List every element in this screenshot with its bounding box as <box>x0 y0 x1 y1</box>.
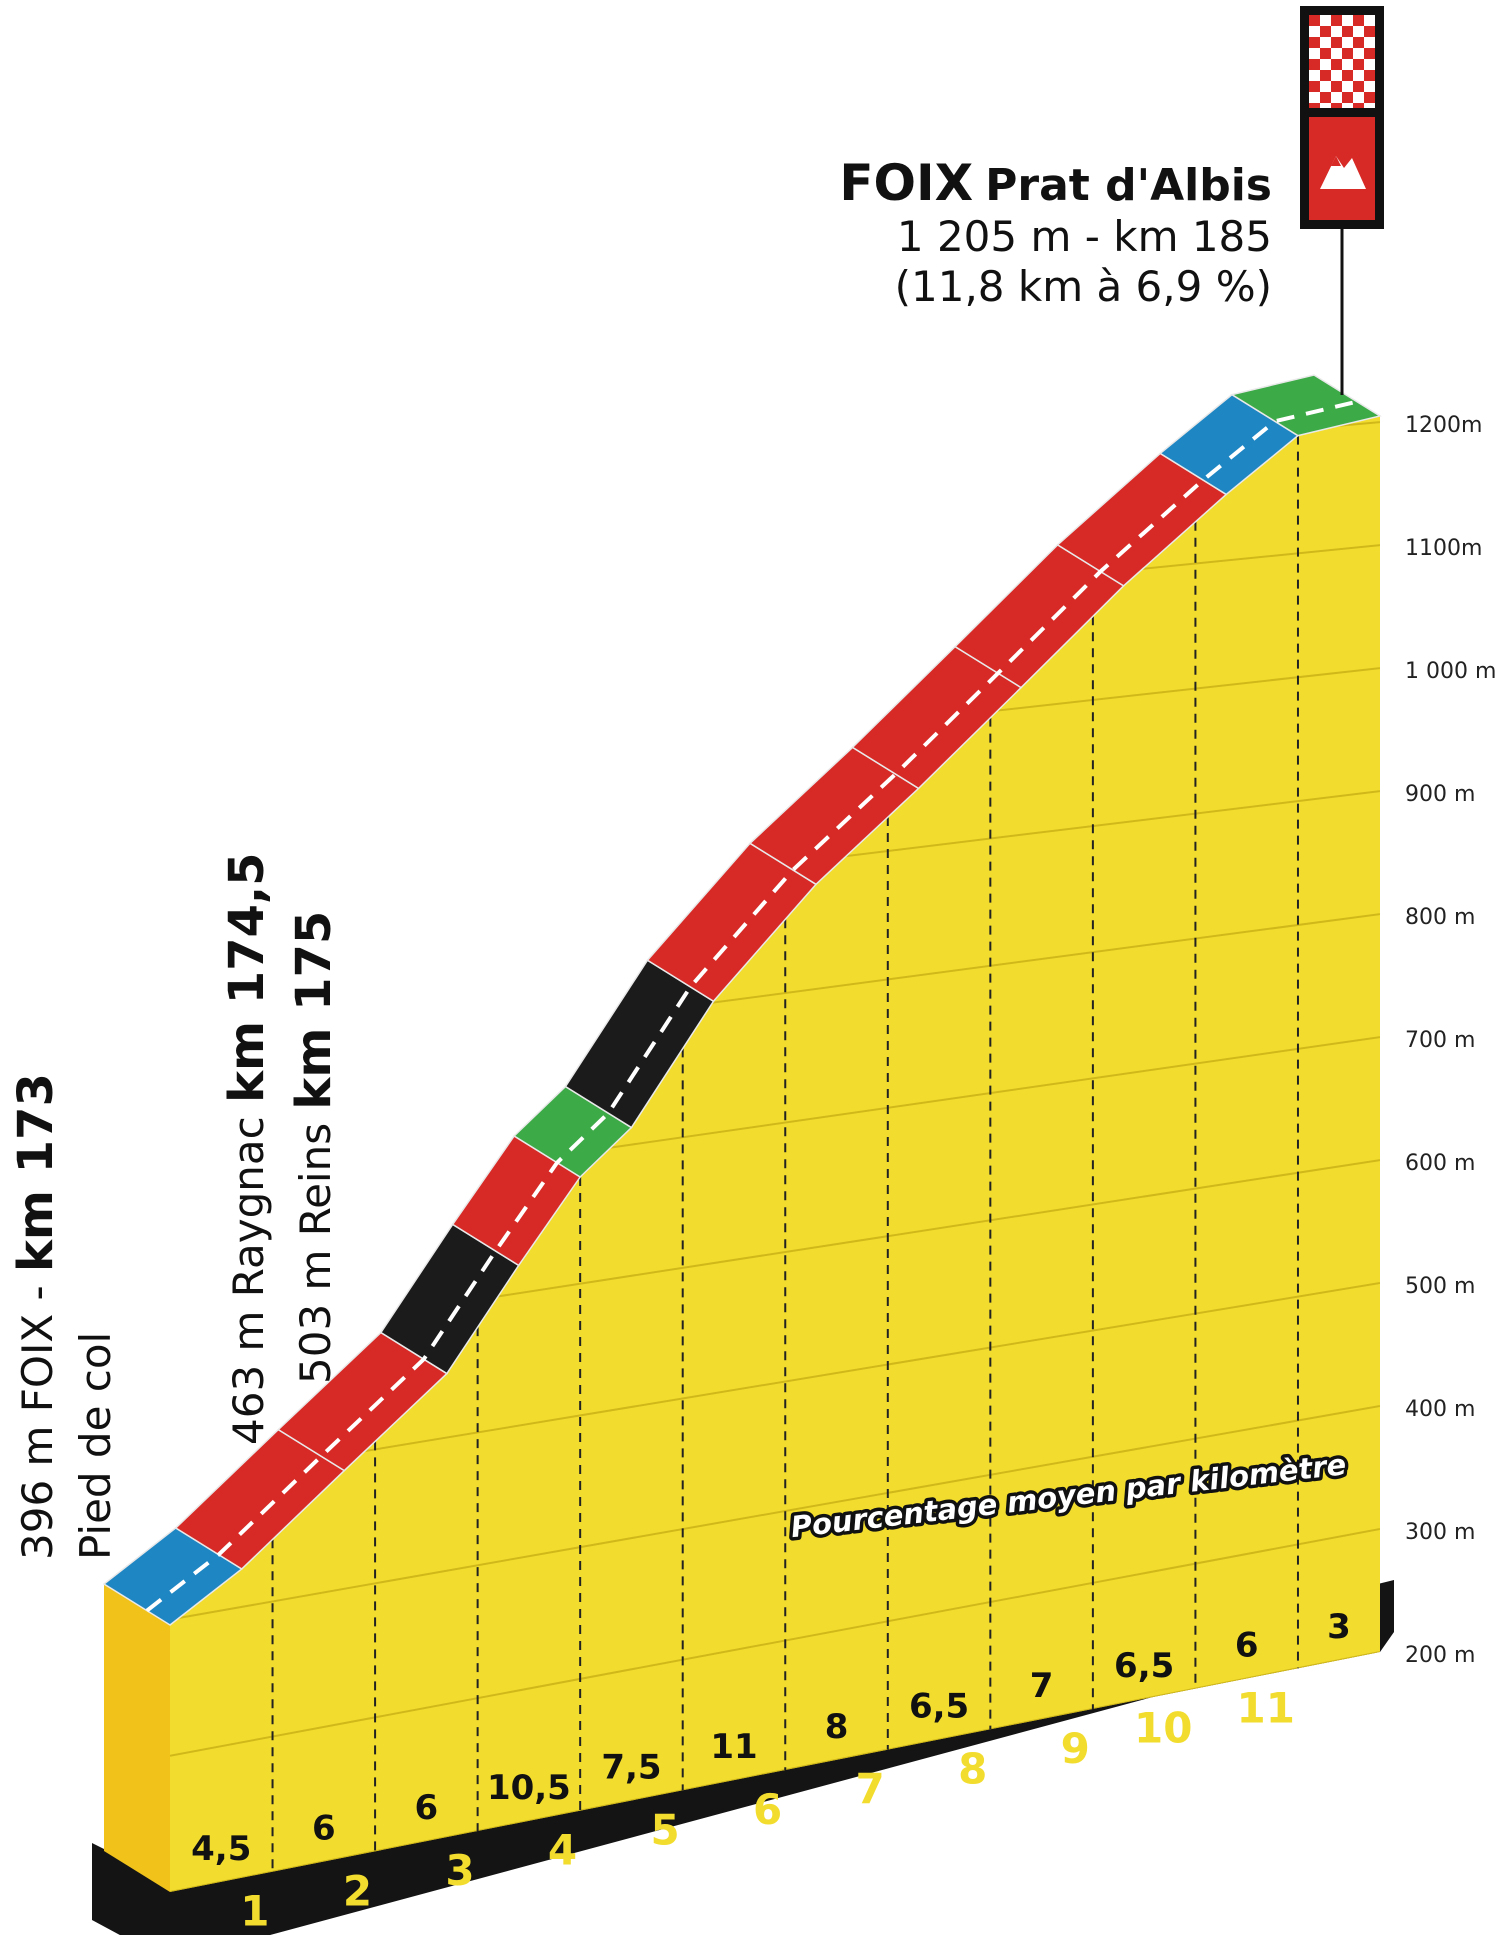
y-tick-label: 1 000 m <box>1405 659 1496 684</box>
gradient-label: 3 <box>1327 1607 1351 1647</box>
gradient-label: 6 <box>415 1788 439 1828</box>
summit-signpost <box>1300 6 1384 395</box>
y-tick-label: 500 m <box>1405 1274 1475 1299</box>
y-tick-label: 1200m <box>1405 413 1482 438</box>
gradient-band <box>102 374 1382 1626</box>
km-marker-label: 9 <box>1061 1724 1090 1773</box>
summit-title: FOIX Prat d'Albis <box>839 154 1272 212</box>
grid-line <box>170 1282 1380 1485</box>
svg-text:503 m Reins km 175: 503 m Reins km 175 <box>286 911 342 1384</box>
gradient-label: 7 <box>1030 1666 1054 1706</box>
summit-altitude-km: 1 205 m - km 185 <box>897 212 1272 261</box>
checkered-flag-icon <box>1300 6 1384 123</box>
profile-end-face <box>104 1584 170 1892</box>
route-dash-line <box>145 399 1358 1613</box>
reins-label: 503 m Reins km 175 <box>286 911 342 1384</box>
y-tick-label: 700 m <box>1405 1028 1475 1053</box>
gradient-label: 6,5 <box>909 1686 969 1726</box>
grid-line <box>170 1528 1380 1757</box>
y-tick-label: 600 m <box>1405 1151 1475 1176</box>
svg-text:Pied de col: Pied de col <box>71 1332 120 1560</box>
gradient-label: 6 <box>1235 1625 1259 1665</box>
mountain-summit-icon <box>1300 108 1384 229</box>
gradient-label: 11 <box>710 1727 757 1767</box>
y-tick-label: 900 m <box>1405 782 1475 807</box>
profile-face <box>170 416 1380 1892</box>
chart-base-layer <box>92 416 1394 1935</box>
altitude-axis: 200 m 300 m 400 m 500 m 600 m 700 m 800 m 900 m… <box>1405 413 1496 1668</box>
km-marker-label: 1 <box>240 1887 269 1935</box>
y-tick-label: 400 m <box>1405 1397 1475 1422</box>
km-marker-label: 7 <box>856 1765 885 1814</box>
svg-text:463 m Raygnac km 174,5: 463 m Raygnac km 174,5 <box>219 852 275 1445</box>
raygnac-label: 463 m Raygnac km 174,5 <box>219 852 275 1445</box>
gradient-band-segment <box>1230 374 1382 437</box>
gradient-label: 4,5 <box>191 1829 251 1869</box>
km-marker-label: 3 <box>445 1846 474 1895</box>
y-tick-label: 200 m <box>1405 1643 1475 1668</box>
grid-line <box>170 1405 1380 1621</box>
km-marker-label: 2 <box>343 1866 372 1915</box>
start-label-altitude: 396 m FOIX - <box>13 1272 62 1560</box>
y-tick-label: 800 m <box>1405 905 1475 930</box>
summit-length-gradient: (11,8 km à 6,9 %) <box>895 262 1272 311</box>
start-label-note: Pied de col <box>71 1332 120 1560</box>
y-tick-label: 300 m <box>1405 1520 1475 1545</box>
start-label-foix: 396 m FOIX - km 173 <box>8 1073 64 1560</box>
km-marker-label: 10 <box>1134 1704 1192 1753</box>
gradient-label: 6 <box>312 1808 336 1848</box>
gradient-label: 7,5 <box>601 1747 661 1787</box>
y-tick-label: 1100m <box>1405 536 1482 561</box>
gradient-label: 8 <box>825 1707 849 1747</box>
svg-text:396 m FOIX - km 173: 396 m FOIX - km 173 <box>8 1073 64 1560</box>
gradient-label: 6,5 <box>1114 1646 1174 1686</box>
km-marker-label: 6 <box>753 1785 782 1834</box>
km-marker-label: 5 <box>650 1805 679 1854</box>
km-marker-label: 11 <box>1237 1683 1295 1732</box>
km-marker-label: 4 <box>548 1826 577 1875</box>
start-label-km: km 173 <box>8 1073 64 1272</box>
km-marker-lines <box>271 435 1299 1872</box>
km-marker-label: 8 <box>958 1744 987 1793</box>
gradient-label: 10,5 <box>487 1768 571 1808</box>
